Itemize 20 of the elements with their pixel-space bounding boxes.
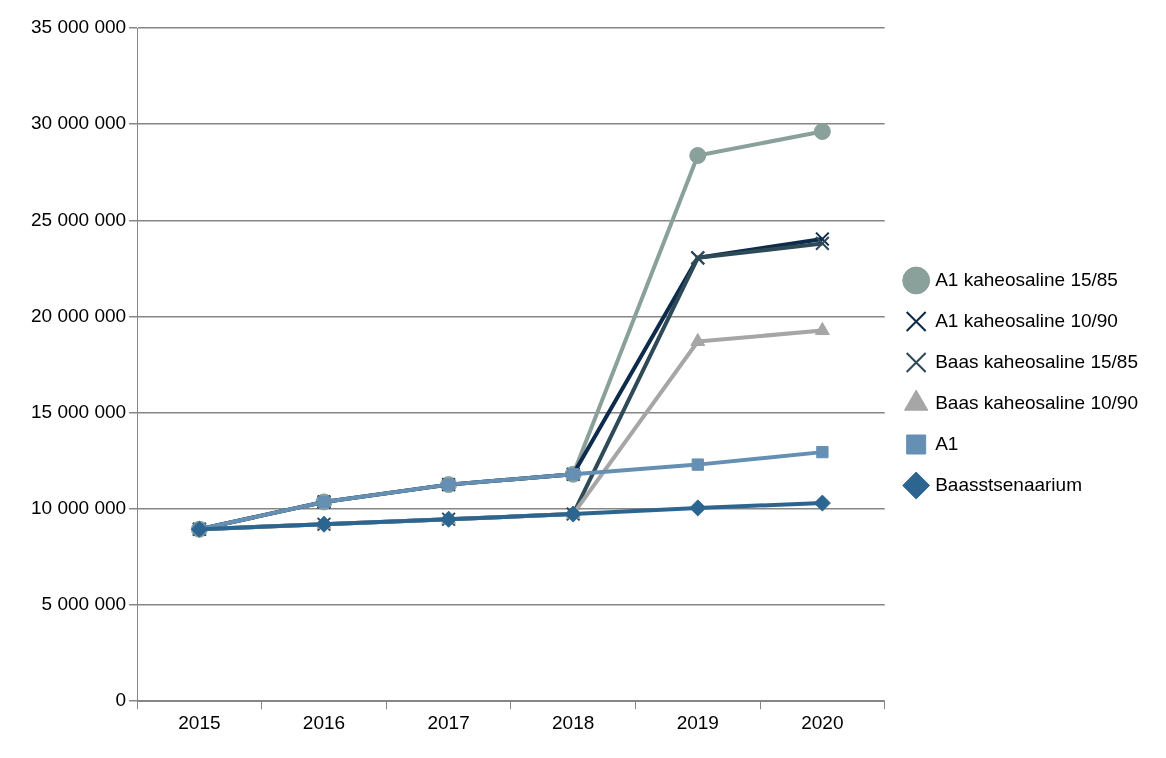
y-tick-label: 30 000 000 (31, 112, 127, 134)
x-tick-label: 2016 (302, 711, 346, 733)
y-tick-label: 5 000 000 (41, 593, 127, 615)
y-tick-label: 10 000 000 (31, 497, 127, 519)
x-tick-label: 2017 (427, 711, 470, 733)
legend-label: Baasstsenaarium (935, 473, 1082, 495)
legend-label: Baas kaheosaline 10/90 (935, 391, 1139, 413)
y-tick-label: 15 000 000 (31, 400, 127, 422)
x-tick-label: 2015 (178, 711, 221, 733)
x-tick-label: 2018 (552, 711, 595, 733)
y-tick-label: 35 000 000 (31, 16, 127, 38)
legend-label: A1 kaheosaline 10/90 (935, 309, 1118, 331)
legend-label: Baas kaheosaline 15/85 (935, 350, 1139, 372)
x-tick-label: 2020 (801, 711, 844, 733)
legend-label: A1 (935, 432, 959, 454)
y-tick-label: 20 000 000 (31, 304, 127, 326)
legend-label: A1 kaheosaline 15/85 (935, 268, 1118, 290)
x-tick-label: 2019 (676, 711, 719, 733)
y-tick-label: 0 (115, 689, 127, 711)
y-tick-label: 25 000 000 (31, 208, 127, 230)
